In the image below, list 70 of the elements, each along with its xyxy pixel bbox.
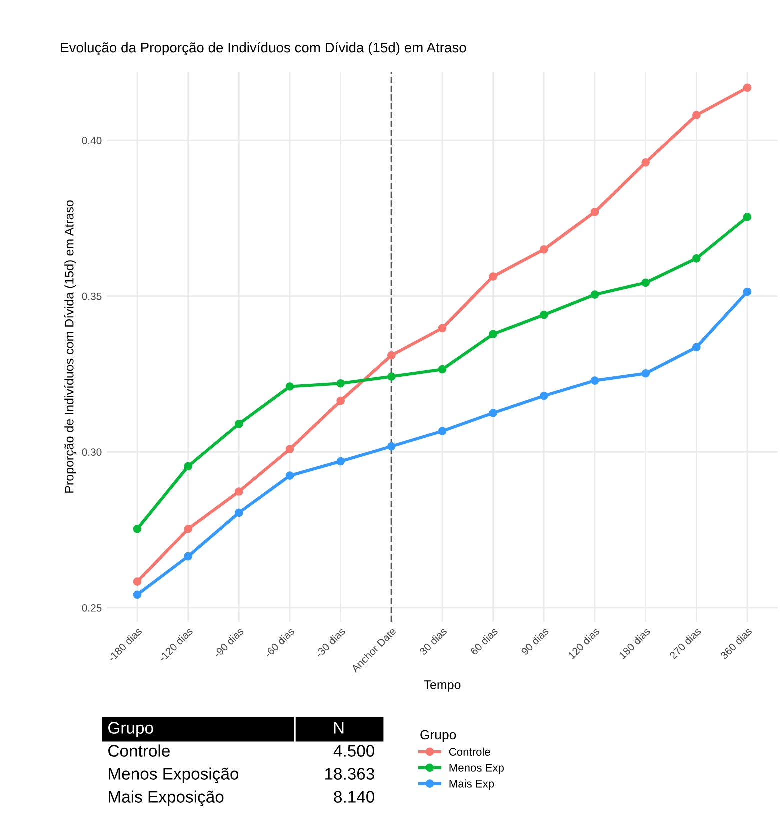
point <box>590 208 600 216</box>
point <box>540 245 548 254</box>
point <box>388 442 396 451</box>
point <box>184 524 192 534</box>
point <box>388 372 396 381</box>
point <box>642 158 650 167</box>
point <box>286 445 294 454</box>
point <box>692 111 701 120</box>
point <box>336 396 345 406</box>
x-tick-label: -30 dias <box>314 627 346 658</box>
x-tick-label: 60 dias <box>470 627 498 656</box>
text: 8.140 <box>334 791 375 803</box>
x-tick-label: 270 dias <box>669 627 702 660</box>
text: Mais Exposição <box>109 790 224 806</box>
point <box>235 420 244 428</box>
legend-label: Controle <box>449 748 490 756</box>
y-tick-label: 0.30 <box>82 448 102 456</box>
legend-title: Grupo <box>108 722 154 738</box>
y-tick-label: 0.35 <box>82 292 102 300</box>
y-axis-title: Proporção de Indivíduos com Dívida (15d) em Atraso <box>64 200 76 493</box>
text: 18.363 <box>325 768 374 780</box>
point <box>133 590 142 600</box>
point <box>743 288 752 296</box>
legend-label: Mais Exp <box>450 780 494 790</box>
point <box>336 457 345 466</box>
point <box>286 472 294 480</box>
x-tick-label: -120 dias <box>158 627 194 662</box>
point <box>590 376 600 385</box>
x-tick-label: 30 dias <box>419 627 448 656</box>
y-tick-label: 0.25 <box>82 604 102 612</box>
point <box>743 213 752 222</box>
point <box>438 427 447 436</box>
point <box>184 462 192 471</box>
x-axis-title: Tempo <box>424 680 461 692</box>
text: Grupo <box>420 730 456 742</box>
x-tick-label: 90 dias <box>520 627 550 656</box>
point <box>438 324 447 333</box>
point <box>489 409 498 418</box>
point <box>743 84 752 92</box>
x-tick-label: -60 dias <box>264 627 296 658</box>
x-tick-label: -90 dias <box>213 627 244 658</box>
chart-title: Evolução da Proporção de Indivíduos com Dívida (15d) em Atraso <box>61 42 466 56</box>
text: Controle <box>108 744 170 757</box>
point <box>286 382 294 391</box>
point <box>184 552 192 561</box>
point <box>489 330 498 339</box>
text: Menos Exposição <box>109 768 239 784</box>
point <box>235 488 244 496</box>
point <box>692 254 701 263</box>
point <box>642 369 650 378</box>
point <box>489 272 498 281</box>
point <box>590 290 600 299</box>
x-tick-label: 120 dias <box>568 627 600 660</box>
point <box>642 278 650 288</box>
text: N <box>334 722 344 734</box>
x-tick-label: 180 dias <box>618 627 651 660</box>
point <box>438 365 447 374</box>
point <box>388 351 396 360</box>
point <box>540 392 548 400</box>
y-tick-label: 0.40 <box>82 137 102 144</box>
legend-label: Menos Exp <box>450 764 504 774</box>
point <box>692 343 701 352</box>
point <box>540 310 548 320</box>
point <box>336 379 345 388</box>
text: 4.500 <box>334 745 375 757</box>
x-tick-label: -180 dias <box>108 627 143 662</box>
point <box>235 508 244 518</box>
point <box>133 578 142 586</box>
point <box>133 524 142 534</box>
x-tick-label: 360 dias <box>720 627 753 660</box>
